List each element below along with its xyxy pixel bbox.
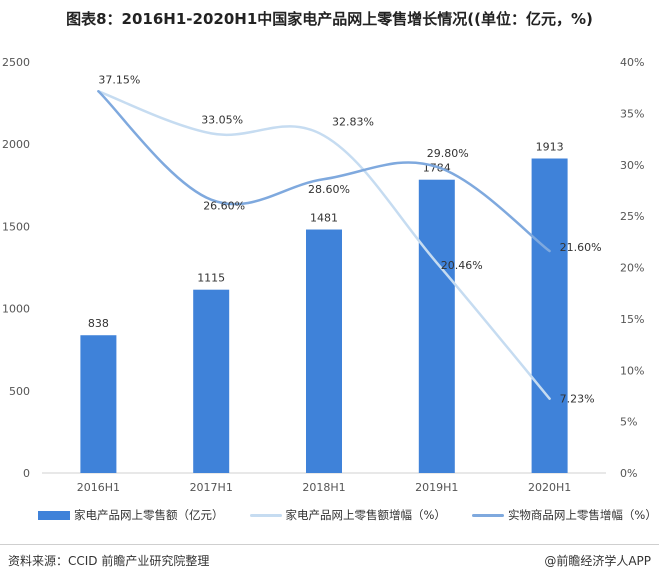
bar — [531, 158, 568, 473]
right-axis: 0% 5% 10% 15% 20% 25% 30% 35% 40% — [620, 56, 644, 480]
x-axis-tick-label: 2016H1 — [77, 481, 120, 494]
legend-label-physical-growth: 实物商品网上零售增幅（%） — [507, 508, 657, 522]
line-point-label: 29.80% — [427, 147, 469, 160]
x-axis-tick-label: 2020H1 — [528, 481, 571, 494]
line-point-label: 20.46% — [441, 259, 483, 272]
x-axis-tick-label: 2018H1 — [302, 481, 345, 494]
line-point-label: 21.60% — [560, 241, 602, 254]
legend-label-sales: 家电产品网上零售额（亿元） — [74, 508, 224, 522]
right-axis-tick-label: 35% — [620, 107, 644, 120]
bar — [80, 335, 117, 473]
line-point-label: 32.83% — [332, 116, 374, 129]
legend-label-sales-growth: 家电产品网上零售额增幅（%） — [285, 508, 446, 522]
line-point-label: 37.15% — [98, 73, 140, 86]
brand-watermark: @前瞻经济学人APP — [544, 554, 651, 568]
bar — [193, 289, 230, 473]
left-axis-tick-label: 0 — [23, 467, 30, 480]
footer: 资料来源：CCID 前瞻产业研究院整理 @前瞻经济学人APP — [0, 544, 659, 575]
bar — [418, 179, 455, 474]
chart-canvas: 0 500 1000 1500 2000 2500 0% 5% 10% 15% 20% 25% 30%… — [2, 56, 644, 494]
bar-value-label: 1115 — [197, 272, 225, 285]
x-axis-tick-label: 2017H1 — [190, 481, 233, 494]
legend-swatch-sales — [38, 510, 70, 520]
line-point-label: 33.05% — [201, 113, 243, 126]
legend-item-sales-growth: 家电产品网上零售额增幅（%） — [249, 507, 446, 523]
bar — [306, 229, 342, 473]
right-axis-tick-label: 30% — [620, 159, 644, 172]
legend-swatch-sales-growth — [249, 513, 282, 517]
bar-value-label: 1481 — [310, 212, 338, 225]
right-axis-tick-label: 40% — [620, 56, 644, 69]
legend-item-sales: 家电产品网上零售额（亿元） — [38, 507, 224, 523]
line-point-label: 28.60% — [308, 183, 350, 196]
legend: 家电产品网上零售额（亿元） 家电产品网上零售额增幅（%） 实物商品网上零售增幅（… — [38, 507, 659, 523]
bar-value-label: 838 — [88, 317, 109, 330]
chart-title: 图表8：2016H1-2020H1中国家电产品网上零售增长情况((单位：亿元，%… — [66, 10, 593, 28]
left-axis: 0 500 1000 1500 2000 2500 — [2, 56, 30, 480]
left-axis-tick-label: 2500 — [2, 56, 30, 69]
bar-value-label: 1913 — [536, 141, 564, 154]
right-axis-tick-label: 5% — [620, 416, 637, 429]
right-axis-tick-label: 20% — [620, 262, 644, 275]
legend-swatch-physical-growth — [471, 513, 504, 517]
right-axis-tick-label: 10% — [620, 364, 644, 377]
x-axis: 2016H1 2017H1 2018H1 2019H1 2020H1 — [77, 481, 571, 494]
line-physical-growth — [97, 90, 551, 253]
left-axis-tick-label: 1500 — [2, 220, 30, 233]
x-axis-tick-label: 2019H1 — [415, 481, 458, 494]
left-axis-tick-label: 500 — [9, 385, 30, 398]
right-axis-tick-label: 25% — [620, 210, 644, 223]
line-point-label: 26.60% — [203, 200, 245, 213]
right-axis-tick-label: 15% — [620, 313, 644, 326]
left-axis-tick-label: 2000 — [2, 138, 30, 151]
line-series: 37.15% 33.05% 32.83% 20.46% 7.23% 26.60% 28.60… — [97, 73, 602, 406]
right-axis-tick-label: 0% — [620, 467, 637, 480]
line-point-label: 7.23% — [560, 393, 595, 406]
left-axis-tick-label: 1000 — [2, 303, 30, 316]
legend-item-physical-growth: 实物商品网上零售增幅（%） — [471, 507, 657, 523]
line-sales-growth — [97, 90, 551, 400]
source-note: 资料来源：CCID 前瞻产业研究院整理 — [8, 554, 210, 568]
